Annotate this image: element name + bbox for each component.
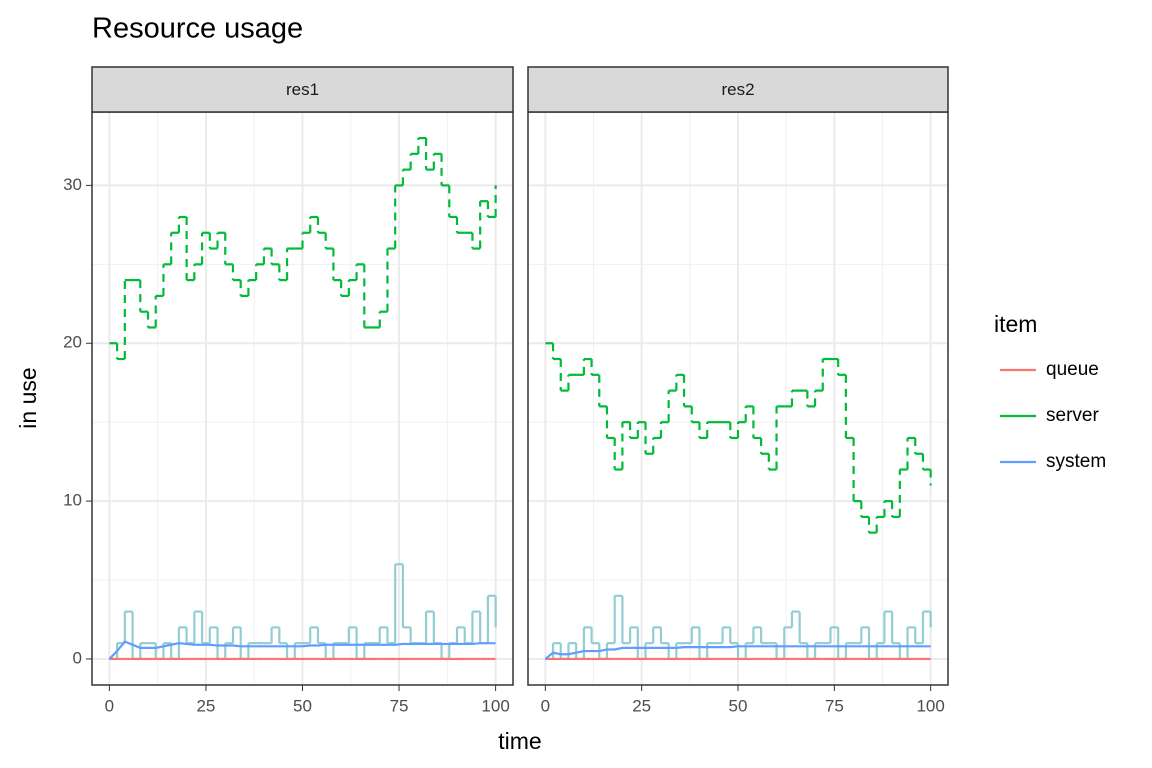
strip-label: res2: [721, 80, 754, 99]
x-tick-label: 25: [196, 696, 215, 715]
x-axis-title: time: [498, 728, 541, 754]
y-axis-title: in use: [15, 367, 41, 428]
strip: [91, 66, 514, 113]
y-tick-label: 0: [73, 648, 82, 667]
x-tick-label: 0: [541, 696, 550, 715]
strip-label: res1: [286, 80, 319, 99]
strip: [527, 66, 949, 113]
x-tick-label: 0: [105, 696, 114, 715]
y-tick-label: 10: [63, 491, 82, 510]
x-tick-label: 75: [825, 696, 844, 715]
legend-label: server: [1046, 405, 1099, 426]
series: [109, 136, 497, 361]
x-tick-label: 100: [916, 696, 944, 715]
legend-label: system: [1046, 451, 1106, 472]
x-tick-label: 25: [632, 696, 651, 715]
y-tick-label: 30: [63, 175, 82, 194]
line: [108, 640, 496, 660]
series: [108, 640, 496, 660]
line: [544, 645, 931, 660]
x-tick-label: 50: [729, 696, 748, 715]
x-tick-label: 75: [390, 696, 409, 715]
series: [545, 342, 932, 534]
legend-title: item: [994, 311, 1037, 337]
legend-label: queue: [1046, 359, 1099, 380]
series: [544, 645, 931, 660]
series: [545, 594, 932, 661]
y-tick-label: 20: [63, 333, 82, 352]
x-tick-label: 100: [481, 696, 509, 715]
x-tick-label: 50: [293, 696, 312, 715]
chart-title: Resource usage: [92, 13, 303, 45]
